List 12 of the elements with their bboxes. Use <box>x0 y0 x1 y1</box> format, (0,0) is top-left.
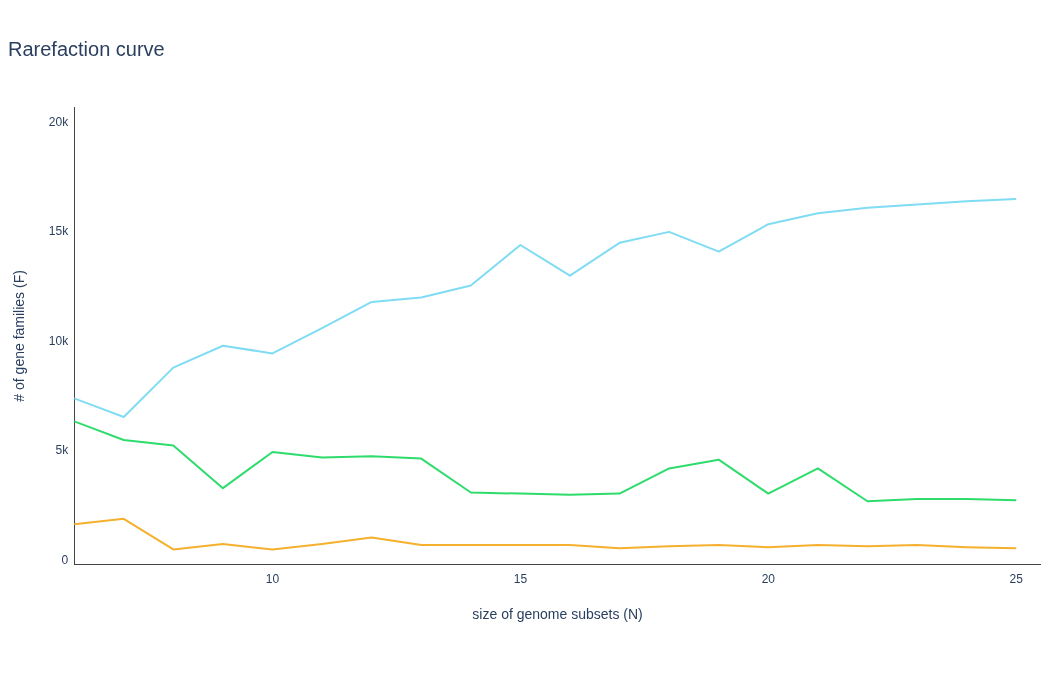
y-tick-label: 15k <box>48 224 70 239</box>
y-tick-label: 10k <box>48 333 70 348</box>
y-tick-label: 0 <box>61 552 69 567</box>
x-axis-title: size of genome subsets (N) <box>472 606 643 623</box>
x-tick-label: 25 <box>1009 572 1024 587</box>
y-tick-label: 20k <box>48 114 70 129</box>
x-tick-label: 15 <box>513 572 528 587</box>
x-tick-label: 10 <box>265 572 280 587</box>
y-axis-title: # of gene families (F) <box>11 270 28 402</box>
y-tick-label: 5k <box>55 443 70 458</box>
chart-title: Rarefaction curve <box>8 37 165 60</box>
x-tick-label: 20 <box>761 572 776 587</box>
